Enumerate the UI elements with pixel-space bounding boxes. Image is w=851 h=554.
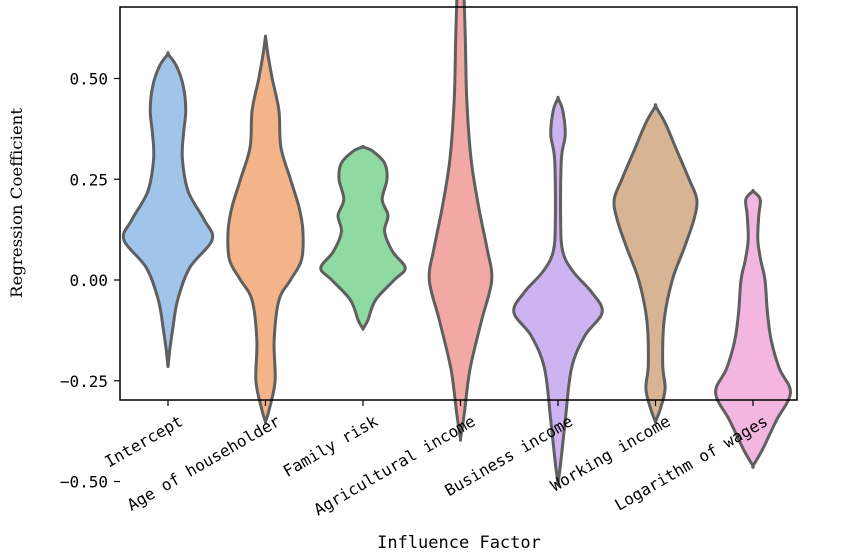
violin-agricultural-income bbox=[427, 0, 494, 442]
violin-age-of-householder bbox=[226, 34, 305, 425]
y-tick-label: 0.25 bbox=[69, 170, 108, 189]
violin-business-income bbox=[512, 95, 604, 486]
y-tick-label: 0.50 bbox=[69, 70, 108, 89]
violin-working-income bbox=[612, 103, 699, 425]
violin-intercept bbox=[121, 51, 215, 369]
y-tick-label: 0.00 bbox=[69, 271, 108, 290]
plot-frame bbox=[119, 6, 798, 401]
x-axis-title: Influence Factor bbox=[377, 533, 541, 553]
y-tick-label: −0.25 bbox=[60, 372, 108, 391]
y-axis-title: Regression Coefficient bbox=[7, 107, 26, 298]
y-tick-label: −0.50 bbox=[60, 473, 108, 492]
violin-family-risk bbox=[319, 145, 407, 331]
violin-logarithm-of-wages bbox=[714, 188, 792, 469]
violins-group bbox=[121, 0, 792, 486]
y-ticks-group: 1.251.000.750.500.250.00−0.25−0.50 bbox=[60, 70, 120, 492]
